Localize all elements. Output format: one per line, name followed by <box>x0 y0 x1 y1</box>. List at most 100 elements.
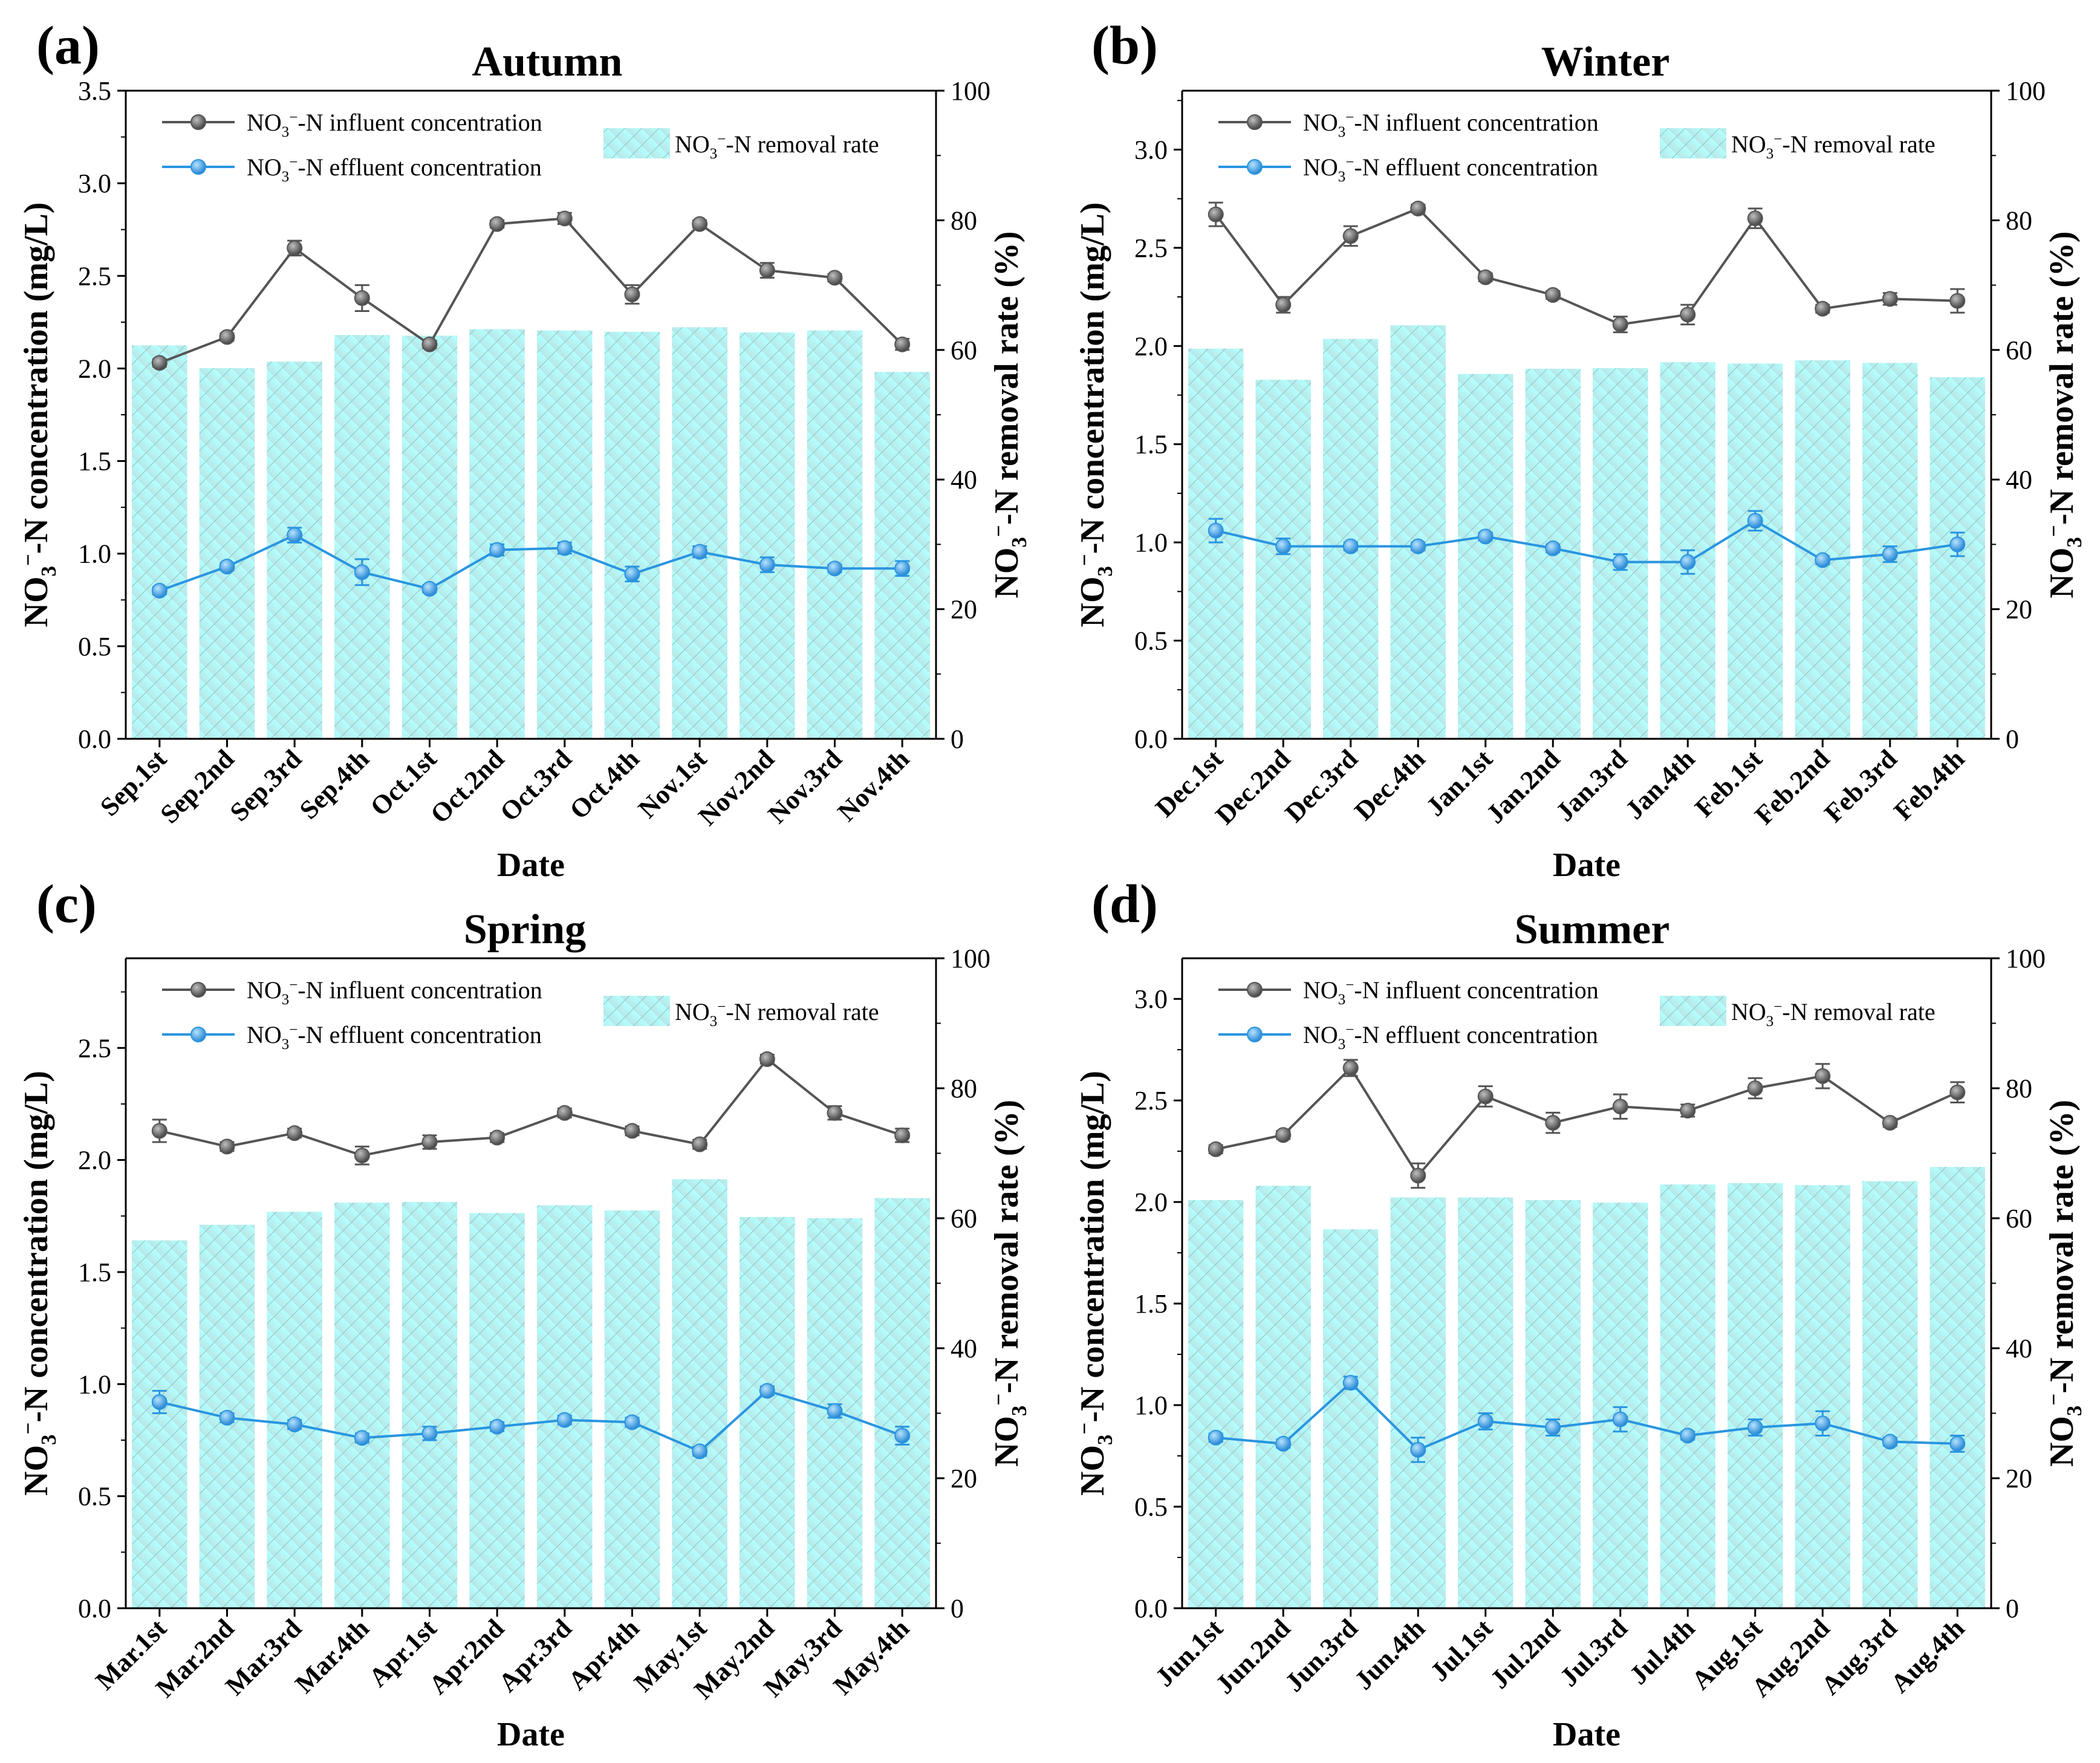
right-tick-label: 100 <box>2006 76 2046 106</box>
right-axis-title: NO3−-N removal rate (%) <box>2042 1100 2086 1467</box>
chart-panel-autumn: 0.0 0.5 1.0 1.5 2.0 2.5 3.0 3.5 0 20 40 60 80 100 Sep.… <box>16 16 1031 884</box>
influent-point <box>894 1127 911 1143</box>
effluent-point <box>151 582 167 599</box>
x-axis-title: Date <box>1553 846 1621 884</box>
removal-rate-bar <box>1188 348 1244 739</box>
legend-label: NO3−-N removal rate <box>1731 998 1936 1030</box>
removal-rate-bar <box>740 332 795 739</box>
left-tick-label: 3.5 <box>78 76 111 106</box>
right-tick-label: 60 <box>951 1204 977 1233</box>
effluent-point <box>1949 1435 1966 1452</box>
legend-label: NO3−-N influent concentration <box>1303 109 1599 140</box>
panel-letter: (d) <box>1091 874 1158 934</box>
influent-point <box>759 1051 775 1067</box>
legend-label: NO3−-N effluent concentration <box>1303 154 1598 185</box>
right-tick-label: 60 <box>2006 336 2032 365</box>
influent-line <box>159 1057 903 1157</box>
panel-title: Winter <box>1541 39 1670 85</box>
left-axis-title: NO3−-N concentration (mg/L) <box>16 1071 60 1496</box>
effluent-point <box>489 1418 505 1435</box>
removal-rate-bar <box>334 335 390 739</box>
right-tick-label: 60 <box>2006 1204 2032 1233</box>
left-tick-label: 0.5 <box>1134 1492 1168 1522</box>
legend-label: NO3−-N removal rate <box>675 131 879 162</box>
x-category-label: Aug.4th <box>1885 1613 1970 1698</box>
x-category-label: May.4th <box>828 1613 915 1700</box>
removal-rate-bar <box>537 1205 593 1608</box>
influent-point <box>1680 1102 1696 1119</box>
panel-letter: (a) <box>36 16 100 76</box>
x-category-label: Jan.3rd <box>1550 744 1633 827</box>
effluent-point <box>287 1417 303 1433</box>
removal-rate-bar <box>1390 325 1446 739</box>
x-category-label: Jul.4th <box>1624 1613 1700 1690</box>
influent-point <box>1545 287 1561 303</box>
legend-marker <box>190 114 206 130</box>
effluent-point <box>1612 554 1628 570</box>
x-category-label: Mar.3rd <box>219 1613 307 1701</box>
removal-rate-bar <box>132 1240 187 1608</box>
x-category-label: Feb.3rd <box>1819 744 1903 828</box>
right-tick-label: 40 <box>2006 1334 2032 1363</box>
right-tick-label: 100 <box>951 76 990 106</box>
x-category-label: Feb.4th <box>1888 744 1971 826</box>
removal-rate-bar <box>1929 377 1985 739</box>
influent-point <box>219 329 235 345</box>
effluent-point <box>827 1403 843 1419</box>
right-tick-label: 40 <box>951 465 977 495</box>
influent-point <box>1882 1115 1898 1131</box>
x-category-label: Apr.4th <box>562 1613 645 1695</box>
influent-point <box>421 1134 438 1150</box>
effluent-point <box>1545 1420 1561 1436</box>
removal-rate-bar <box>1593 1203 1648 1608</box>
right-tick-label: 80 <box>2006 206 2032 235</box>
x-axis-title: Date <box>497 1716 565 1753</box>
influent-point <box>556 210 573 227</box>
influent-point <box>1342 1060 1359 1076</box>
x-category-label: Sep.4th <box>294 744 375 825</box>
removal-rate-bar <box>1660 1184 1715 1608</box>
legend-label: NO3−-N influent concentration <box>247 976 542 1008</box>
chart-panel-spring: 0.00.51.01.52.02.5020406080100Mar.1stMar… <box>16 874 1031 1753</box>
legend-bar-swatch <box>603 996 670 1026</box>
influent-point <box>1882 291 1898 307</box>
left-tick-label: 1.5 <box>1134 430 1168 459</box>
effluent-point <box>1612 1411 1628 1427</box>
removal-rate-bar <box>469 329 525 739</box>
influent-point <box>1410 200 1426 216</box>
removal-rate-bar <box>604 1210 660 1608</box>
effluent-point <box>1342 538 1359 554</box>
effluent-line <box>1215 1381 1958 1452</box>
removal-rate-bar <box>874 372 930 739</box>
x-category-label: Apr.3rd <box>493 1613 577 1698</box>
right-tick-label: 60 <box>951 336 977 365</box>
removal-rate-bar <box>1728 363 1783 739</box>
right-tick-label: 20 <box>2006 1464 2032 1493</box>
effluent-point <box>759 557 775 573</box>
x-category-label: Jan.2nd <box>1480 744 1565 829</box>
effluent-point <box>1275 538 1292 554</box>
effluent-point <box>1208 522 1224 539</box>
effluent-line <box>159 533 903 592</box>
influent-line <box>1215 1066 1959 1178</box>
right-axis-title: NO3−-N removal rate (%) <box>2042 231 2086 598</box>
effluent-point <box>354 1430 370 1446</box>
x-category-label: Sep.2nd <box>155 744 240 829</box>
right-axis-title: NO3−-N removal rate (%) <box>987 231 1031 598</box>
right-axis-title: NO3−-N removal rate (%) <box>987 1100 1031 1467</box>
x-category-label: Jun.4th <box>1349 1613 1431 1695</box>
removal-rate-bar <box>1390 1197 1446 1608</box>
effluent-point <box>489 542 505 558</box>
right-tick-label: 0 <box>2006 1594 2019 1623</box>
removal-rate-bar <box>1458 374 1513 739</box>
x-category-label: Nov.2nd <box>692 744 779 831</box>
effluent-point <box>287 527 303 544</box>
legend-marker <box>1247 1027 1263 1042</box>
legend-bar-swatch <box>603 128 670 158</box>
influent-point <box>1275 1127 1292 1143</box>
panel-title: Summer <box>1515 906 1670 953</box>
removal-rate-bar <box>1255 380 1311 739</box>
left-tick-label: 0.5 <box>1134 626 1168 656</box>
influent-point <box>151 1123 167 1139</box>
